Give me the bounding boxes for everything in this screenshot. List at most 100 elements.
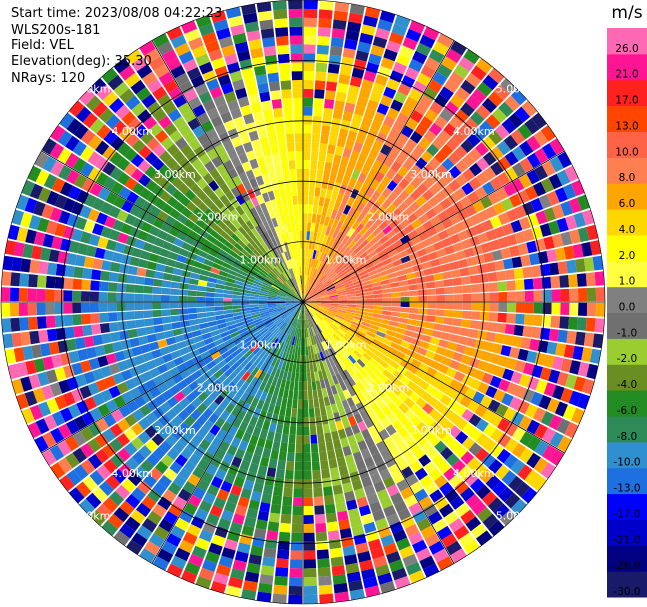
range-gate [281,505,292,515]
range-gate [353,533,367,546]
range-gate [134,293,144,302]
range-gate [403,397,415,409]
range-gate [119,88,135,104]
range-gate [183,502,198,516]
range-gate [141,495,157,510]
range-gate [319,379,326,389]
range-gate [303,53,316,63]
range-gate [168,503,183,517]
range-gate [224,367,234,378]
colorbar-segment [607,390,647,417]
range-gate [424,533,440,547]
range-gate [400,486,414,500]
range-gate [281,433,289,444]
range-gate [214,310,224,316]
range-gate [33,358,46,373]
range-gate [447,151,461,165]
range-gate [541,276,552,289]
range-gate [475,447,489,462]
range-gate [250,311,261,316]
range-gate [216,163,228,176]
range-gate [147,488,162,503]
range-gate [116,311,127,321]
range-gate [277,540,290,551]
range-gate [278,308,287,313]
range-gate [171,415,184,428]
range-gate [439,108,454,123]
range-gate [288,434,296,444]
range-gate [164,421,177,434]
range-gate [377,526,392,539]
range-gate [137,431,151,445]
range-gate [557,261,568,275]
range-gate [217,74,231,87]
range-gate [144,318,154,327]
range-gate [143,310,153,319]
range-gate [382,257,393,266]
range-gate [197,345,208,355]
range-gate [498,291,508,302]
range-gate [371,201,381,212]
range-gate [252,249,262,258]
range-gate [81,178,95,193]
range-gate [237,50,251,62]
range-gate [73,266,84,279]
range-gate [192,240,203,250]
range-gate [344,554,358,566]
range-gate [174,454,188,467]
range-gate [311,300,321,302]
range-gate [370,472,382,485]
range-gate [131,102,146,117]
range-gate [397,508,412,521]
range-gate [513,267,524,280]
range-gate [315,260,321,270]
range-gate [480,242,492,254]
range-gate [342,111,353,122]
range-gate [71,201,84,216]
range-gate [421,334,432,343]
range-gate [295,452,303,462]
range-gate [303,204,308,214]
range-gate [372,159,383,171]
range-gate [361,79,374,91]
range-gate [410,403,422,415]
range-gate [275,567,289,577]
range-gate [510,89,527,106]
range-gate [488,520,505,537]
range-gate [92,368,104,381]
ray [11,302,303,395]
range-gate [58,165,72,181]
range-gate [387,249,398,258]
range-gate [508,475,524,492]
range-gate [261,266,270,274]
range-gate [250,217,259,228]
range-gate [278,331,286,341]
range-gate [34,151,49,169]
range-gate [356,391,366,402]
range-gate [379,274,389,282]
range-gate [343,379,352,389]
range-gate [460,102,475,117]
range-gate [117,232,129,244]
range-gate [270,199,278,209]
range-gate [254,147,264,159]
range-gate [196,414,208,426]
range-gate [152,481,167,496]
range-gate [218,249,229,258]
range-gate [178,302,188,309]
range-gate [422,189,434,201]
range-gate [336,401,345,412]
range-gate [448,412,461,425]
range-gate [522,388,535,403]
range-gate [253,280,263,286]
range-gate [268,422,277,433]
range-gate [232,305,242,310]
range-gate [577,227,590,243]
range-gate [190,75,205,88]
range-gate [393,224,404,234]
range-gate [274,368,281,378]
range-gate [267,72,280,83]
range-gate [365,298,375,302]
range-gate [133,124,148,139]
ray [303,302,516,526]
